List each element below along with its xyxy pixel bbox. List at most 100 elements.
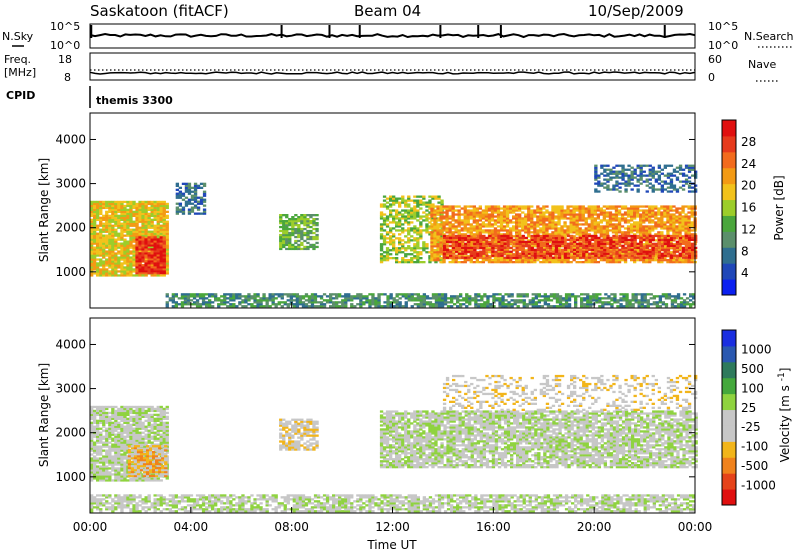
heatmap-cell (419, 221, 423, 224)
heatmap-cell (527, 259, 531, 262)
heatmap-cell (578, 219, 582, 222)
heatmap-cell (648, 207, 652, 210)
heatmap-cell (117, 226, 121, 229)
heatmap-cell (675, 188, 680, 191)
heatmap-cell (506, 250, 510, 253)
heatmap-cell (566, 225, 570, 228)
heatmap-cell (120, 224, 124, 227)
heatmap-cell (493, 247, 498, 250)
heatmap-cell (144, 266, 148, 269)
cpid-value: themis 3300 (96, 94, 173, 107)
heatmap-cell (479, 254, 483, 257)
heatmap-cell (675, 254, 680, 257)
heatmap-cell (669, 207, 673, 210)
heatmap-cell (687, 223, 691, 226)
heatmap-cell (120, 200, 124, 204)
heatmap-cell (551, 231, 555, 234)
heatmap-cell (663, 252, 668, 255)
heatmap-cell (93, 230, 97, 233)
heatmap-cell (416, 227, 420, 230)
heatmap-cell (590, 251, 594, 254)
heatmap-cell (642, 219, 646, 222)
heatmap-cell (150, 266, 154, 269)
heatmap-cell (621, 172, 625, 175)
heatmap-cell (135, 214, 139, 217)
heatmap-cell (454, 261, 458, 264)
heatmap-cell (460, 213, 464, 216)
heatmap-cell (675, 215, 679, 218)
heatmap-cell (509, 253, 513, 256)
heatmap-cell (410, 235, 414, 238)
heatmap-cell (527, 256, 531, 259)
heatmap-cell (410, 259, 414, 262)
heatmap-cell (545, 242, 550, 245)
heatmap-cell (675, 237, 679, 240)
heatmap-cell (691, 168, 695, 171)
heatmap-cell (660, 172, 665, 175)
heatmap-cell (563, 238, 568, 241)
heatmap-cell (141, 208, 145, 211)
heatmap-cell (502, 211, 507, 214)
heatmap-cell (593, 259, 598, 262)
heatmap-cell (615, 252, 619, 255)
heatmap-cell (186, 299, 191, 302)
heatmap-cell (563, 256, 568, 259)
heatmap-cell (162, 220, 166, 223)
heatmap-cell (542, 211, 546, 214)
heatmap-cell (678, 241, 682, 244)
heatmap-cell (618, 176, 622, 179)
heatmap-cell (165, 242, 169, 245)
heatmap-cell (144, 256, 148, 259)
heatmap-cell (617, 243, 622, 246)
heatmap-cell (545, 246, 550, 249)
heatmap-cell (159, 274, 163, 277)
heatmap-cell (639, 168, 643, 171)
nsky-panel: N.Sky 10^5 10^0 10^5 10^0 N.Search (2, 20, 794, 52)
heatmap-cell (126, 246, 130, 249)
heatmap-cell (617, 259, 622, 262)
heatmap-cell (654, 188, 659, 191)
heatmap-cell (309, 214, 313, 217)
heatmap-cell (93, 236, 97, 239)
heatmap-cell (687, 221, 691, 224)
heatmap-cell (623, 205, 628, 208)
heatmap-cell (684, 259, 688, 262)
heatmap-cell (663, 234, 668, 238)
heatmap-cell (455, 254, 459, 257)
heatmap-cell (581, 243, 585, 246)
heatmap-cell (132, 238, 136, 241)
heatmap-cell (226, 305, 230, 308)
heatmap-cell (666, 246, 671, 249)
heatmap-cell (120, 216, 124, 219)
heatmap-cell (238, 301, 242, 304)
heatmap-cell (138, 262, 142, 265)
heatmap-cell (630, 248, 634, 251)
heatmap-cell (642, 225, 646, 228)
heatmap-cell (617, 231, 622, 234)
heatmap-cell (617, 217, 622, 220)
heatmap-cell (147, 236, 151, 239)
heatmap-cell (90, 236, 94, 239)
heatmap-cell (300, 229, 304, 233)
heatmap-cell (428, 225, 432, 228)
heatmap-cell (642, 252, 646, 255)
heatmap-cell (576, 242, 580, 245)
heatmap-cell (147, 250, 151, 253)
heatmap-cell (193, 184, 198, 187)
heatmap-cell (111, 204, 115, 208)
heatmap-cell (566, 231, 570, 234)
heatmap-cell (174, 305, 179, 308)
heatmap-cell (557, 231, 561, 234)
heatmap-cell (642, 217, 646, 220)
heatmap-cell (436, 255, 440, 258)
heatmap-cell (279, 243, 283, 247)
heatmap-cell (279, 214, 283, 217)
heatmap-cell (485, 248, 489, 251)
heatmap-cell (178, 210, 183, 213)
heatmap-cell (588, 242, 592, 245)
heatmap-cell (198, 293, 203, 296)
heatmap-cell (636, 252, 640, 255)
heatmap-cell (626, 221, 631, 224)
heatmap-cell (533, 229, 537, 232)
heatmap-cell (452, 236, 456, 240)
